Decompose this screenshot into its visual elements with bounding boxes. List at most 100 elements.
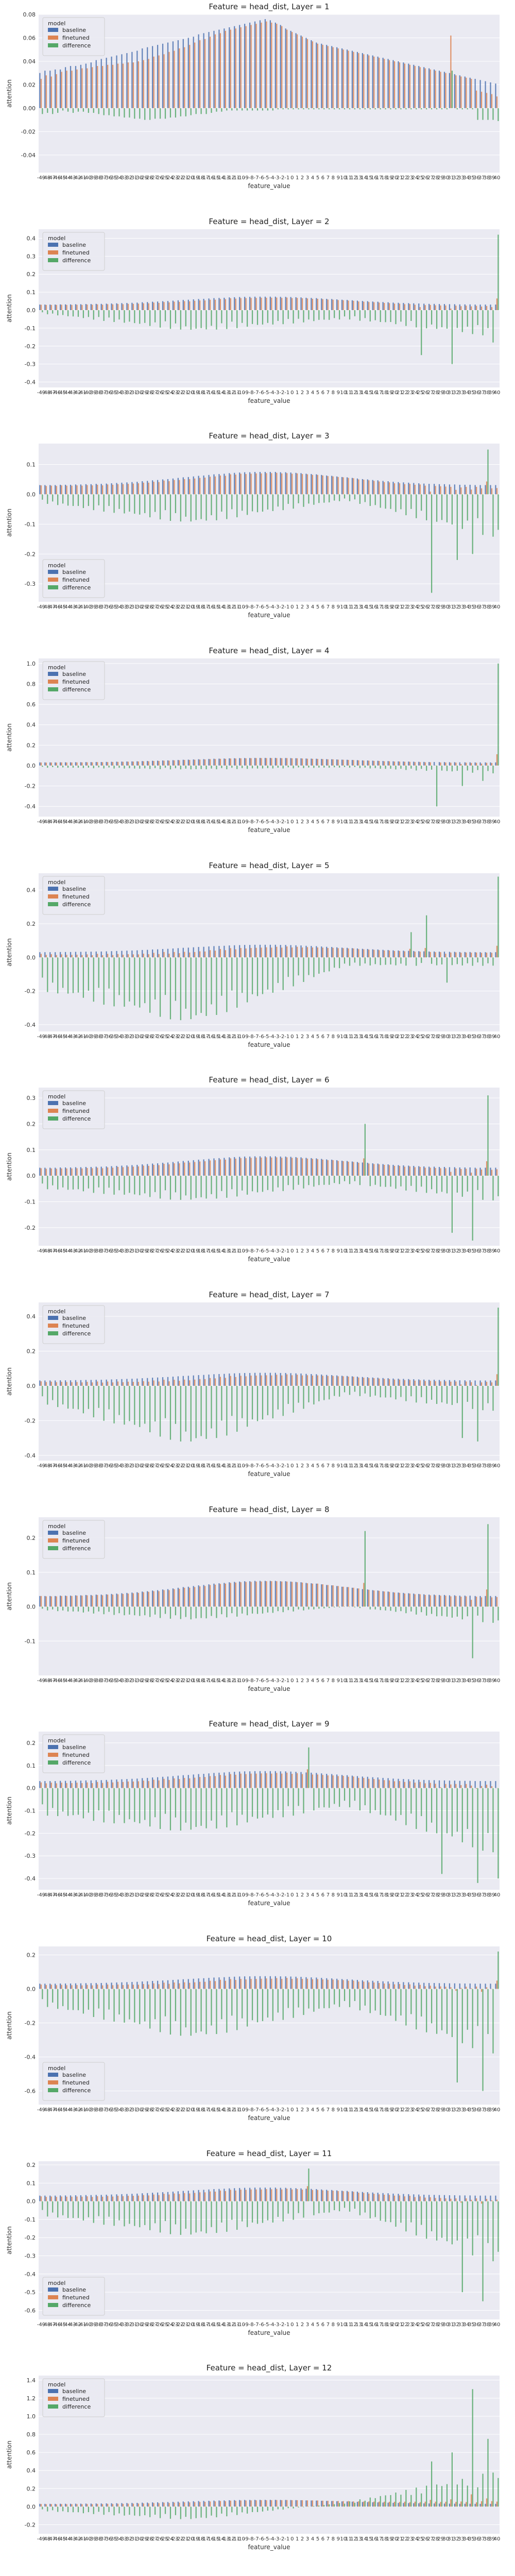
bar-finetuned: [379, 1982, 380, 1989]
x-tick-label: 31: [448, 604, 454, 610]
bar-baseline: [331, 1375, 333, 1386]
bar-finetuned: [56, 2196, 57, 2201]
bar-baseline: [75, 1781, 77, 1788]
bar-baseline: [280, 2500, 281, 2507]
x-tick-label: 0: [290, 1248, 294, 1254]
bar-difference: [103, 2201, 105, 2225]
bar-baseline: [142, 1981, 143, 1989]
bar-finetuned: [409, 1781, 410, 1788]
x-tick-label: -22: [175, 604, 183, 610]
x-tick-label: -8: [249, 390, 254, 396]
bar-baseline: [290, 758, 291, 766]
bar-finetuned: [291, 758, 293, 766]
bar-finetuned: [81, 1595, 83, 1607]
bar-difference: [159, 2506, 161, 2518]
bar-finetuned: [261, 473, 262, 495]
x-tick-label: -47: [47, 2322, 56, 2328]
bar-baseline: [464, 1595, 466, 1607]
x-tick-label: -30: [134, 390, 143, 396]
bar-finetuned: [148, 1166, 149, 1176]
bar-difference: [88, 494, 89, 506]
bar-baseline: [136, 1592, 138, 1607]
bar-difference: [287, 2201, 289, 2214]
bar-difference: [421, 957, 422, 963]
bar-difference: [277, 1606, 279, 1611]
bar-baseline: [259, 1581, 261, 1607]
bar-finetuned: [76, 762, 78, 766]
x-tick-label: -21: [180, 1034, 188, 1040]
y-tick-label: 0.2: [27, 1740, 36, 1747]
bar-finetuned: [122, 304, 124, 310]
x-tick-label: 14: [360, 2322, 367, 2328]
bar-difference: [251, 2201, 253, 2223]
bar-baseline: [428, 1166, 430, 1176]
bar-finetuned: [204, 951, 206, 957]
bar-finetuned: [97, 1595, 98, 1607]
bar-finetuned: [322, 947, 323, 957]
bar-finetuned: [225, 758, 226, 766]
bar-difference: [441, 765, 443, 771]
bar-baseline: [311, 945, 312, 957]
bar-difference: [169, 1385, 171, 1440]
bar-baseline: [356, 1162, 358, 1176]
bar-finetuned: [194, 1162, 196, 1176]
x-tick-label: -31: [129, 390, 138, 396]
bar-difference: [436, 765, 438, 807]
bar-finetuned: [153, 302, 154, 310]
bar-baseline: [413, 1593, 415, 1607]
x-tick-label: -20: [185, 1892, 194, 1898]
x-tick-label: -29: [140, 1248, 148, 1254]
bar-baseline: [356, 1776, 358, 1788]
bar-baseline: [64, 762, 66, 766]
bar-finetuned: [414, 762, 416, 766]
bar-finetuned: [204, 39, 206, 108]
bar-baseline: [372, 1777, 373, 1788]
x-tick-label: -30: [134, 2322, 143, 2328]
bar-baseline: [49, 2195, 51, 2201]
bar-baseline: [495, 1781, 496, 1788]
bar-baseline: [479, 762, 481, 766]
x-tick-label: 15: [366, 2536, 372, 2542]
bar-baseline: [459, 304, 460, 310]
bar-difference: [267, 108, 269, 111]
bar-difference: [103, 1385, 105, 1421]
bar-difference: [431, 1606, 433, 1614]
bar-finetuned: [189, 1587, 191, 1607]
bar-baseline: [203, 1774, 204, 1788]
x-tick-label: -32: [124, 2536, 132, 2542]
bar-baseline: [351, 760, 353, 766]
bar-baseline: [398, 1165, 399, 1176]
bar-baseline: [300, 1772, 302, 1788]
x-tick-label: 10: [340, 1034, 347, 1040]
bar-finetuned: [271, 1581, 272, 1607]
bar-baseline: [479, 80, 481, 108]
y-tick-label: -0.2: [25, 2020, 36, 2027]
chart-panel-layer-1: Feature = head_dist, Layer = 1 -0.04 -0.02…: [0, 0, 515, 211]
x-tick-label: -19: [191, 2322, 199, 2328]
bar-baseline: [305, 1583, 307, 1607]
bar-difference: [334, 310, 335, 318]
bar-difference: [47, 1788, 48, 1816]
bar-difference: [256, 310, 259, 325]
bar-finetuned: [393, 951, 396, 957]
bar-difference: [180, 108, 181, 116]
bar-baseline: [254, 21, 256, 108]
bar-difference: [313, 108, 315, 110]
bar-finetuned: [143, 1984, 144, 1989]
bar-finetuned: [240, 1582, 242, 1607]
bar-finetuned: [358, 2501, 359, 2507]
bar-baseline: [413, 761, 415, 766]
bar-baseline: [249, 1771, 251, 1788]
y-tick-label: -0.1: [25, 1808, 36, 1815]
x-tick-label: 1: [296, 604, 299, 610]
x-tick-label: -38: [93, 1248, 101, 1254]
bar-difference: [246, 1606, 248, 1615]
bar-difference: [246, 108, 248, 111]
x-tick-label: -21: [180, 604, 188, 610]
chart-panel-layer-3: Feature = head_dist, Layer = 3 -0.3 -0.2 -0…: [0, 429, 515, 640]
bar-finetuned: [496, 1374, 498, 1386]
x-tick-label: -9: [244, 2322, 249, 2328]
bar-baseline: [443, 1595, 445, 1607]
x-tick-label: -49: [37, 1678, 45, 1684]
bar-baseline: [398, 2193, 399, 2201]
